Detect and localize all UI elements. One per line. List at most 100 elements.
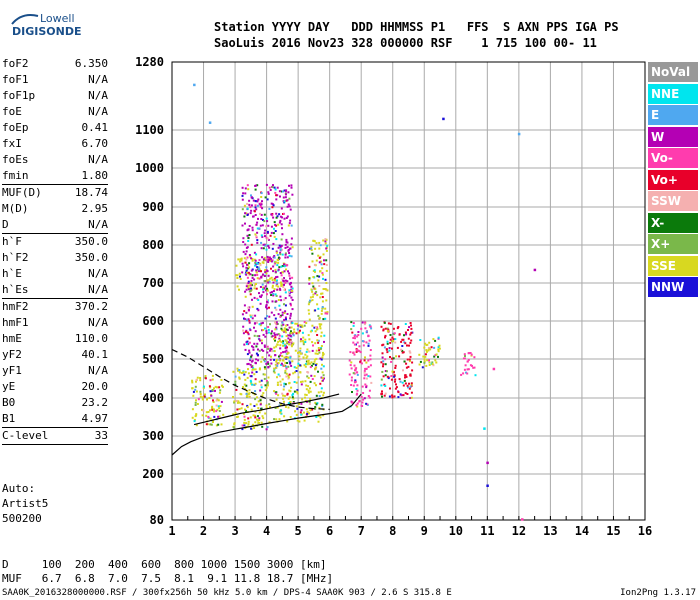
param-value: N/A xyxy=(88,105,108,118)
echo-point xyxy=(263,344,266,347)
echo-point xyxy=(245,273,248,276)
echo-point xyxy=(407,329,409,331)
echo-point xyxy=(275,238,278,241)
echo-point xyxy=(268,306,270,309)
echo-point xyxy=(304,365,307,368)
echo-point xyxy=(433,355,436,358)
echo-point xyxy=(260,270,262,273)
echo-point xyxy=(316,352,319,355)
echo-point xyxy=(320,387,323,390)
echo-point xyxy=(248,389,251,392)
param-row: h`F 350.0 xyxy=(2,234,108,250)
echo-point xyxy=(256,227,259,230)
echo-point xyxy=(279,354,282,357)
echo-point xyxy=(283,415,286,418)
echo-point xyxy=(317,314,320,317)
echo-point xyxy=(245,329,248,332)
echo-point xyxy=(284,253,287,256)
echo-point xyxy=(258,411,261,414)
echo-point xyxy=(364,321,367,324)
echo-point xyxy=(292,392,295,395)
echo-point xyxy=(381,370,384,373)
echo-point xyxy=(247,333,250,336)
echo-point xyxy=(284,279,287,282)
echo-point xyxy=(400,340,403,343)
echo-point xyxy=(318,349,321,352)
echo-point xyxy=(310,249,313,251)
echo-point xyxy=(394,380,396,383)
echo-point xyxy=(290,255,293,258)
echo-point xyxy=(282,394,285,397)
echo-point xyxy=(258,323,261,326)
echo-point xyxy=(352,372,355,375)
echo-point xyxy=(251,314,254,317)
echo-point xyxy=(274,336,277,339)
echo-point xyxy=(361,321,364,324)
echo-point xyxy=(275,345,278,348)
echo-point xyxy=(317,254,320,257)
echo-point xyxy=(212,421,214,423)
echo-point xyxy=(250,279,253,282)
echo-point xyxy=(275,284,278,287)
echo-point xyxy=(278,337,281,340)
echo-point xyxy=(270,355,272,358)
echo-point xyxy=(385,370,388,373)
echo-point xyxy=(267,328,270,331)
echo-point xyxy=(254,414,256,417)
y-tick-label: 900 xyxy=(142,200,164,214)
echo-point xyxy=(276,384,279,386)
param-value: N/A xyxy=(88,218,108,231)
echo-point xyxy=(288,222,291,225)
echo-point xyxy=(272,184,274,187)
echo-point xyxy=(309,366,312,369)
echo-point xyxy=(248,321,251,324)
echo-point xyxy=(292,397,295,400)
echo-point xyxy=(287,224,290,227)
outlier-point xyxy=(521,518,524,521)
echo-point xyxy=(285,268,287,271)
echo-point xyxy=(199,395,202,398)
echo-point xyxy=(322,253,325,256)
echo-point xyxy=(361,332,364,335)
echo-point xyxy=(274,279,276,282)
echo-point xyxy=(258,349,261,352)
echo-point xyxy=(319,244,322,247)
echo-point xyxy=(255,184,257,187)
echo-point xyxy=(248,392,251,395)
echo-point xyxy=(257,217,259,220)
echo-point xyxy=(318,406,321,409)
echo-point xyxy=(280,207,283,210)
echo-point xyxy=(272,370,275,373)
echo-point xyxy=(278,287,281,290)
echo-point xyxy=(278,266,281,269)
param-key: hmE xyxy=(2,332,22,345)
echo-point xyxy=(255,283,257,285)
echo-point xyxy=(290,285,293,288)
echo-point xyxy=(359,351,362,354)
echo-point xyxy=(321,363,323,366)
echo-point xyxy=(244,212,247,215)
echo-point xyxy=(220,400,223,403)
echo-point xyxy=(276,288,279,291)
echo-point xyxy=(250,354,253,357)
echo-point xyxy=(273,314,276,317)
echo-point xyxy=(287,377,290,380)
echo-point xyxy=(264,367,267,370)
echo-point xyxy=(260,276,263,279)
echo-point xyxy=(195,424,198,427)
param-row: fmin 1.80 xyxy=(2,168,108,184)
echo-point xyxy=(249,357,252,360)
echo-point xyxy=(265,248,268,251)
echo-point xyxy=(237,369,239,372)
echo-point xyxy=(289,283,292,286)
echo-point xyxy=(276,264,279,267)
echo-point xyxy=(286,420,289,423)
echo-point xyxy=(265,406,268,409)
echo-point xyxy=(253,296,256,299)
echo-point xyxy=(316,339,319,342)
echo-point xyxy=(290,186,293,189)
echo-point xyxy=(266,220,269,223)
echo-point xyxy=(283,330,286,333)
echo-point xyxy=(255,223,258,226)
echo-point xyxy=(277,285,280,288)
